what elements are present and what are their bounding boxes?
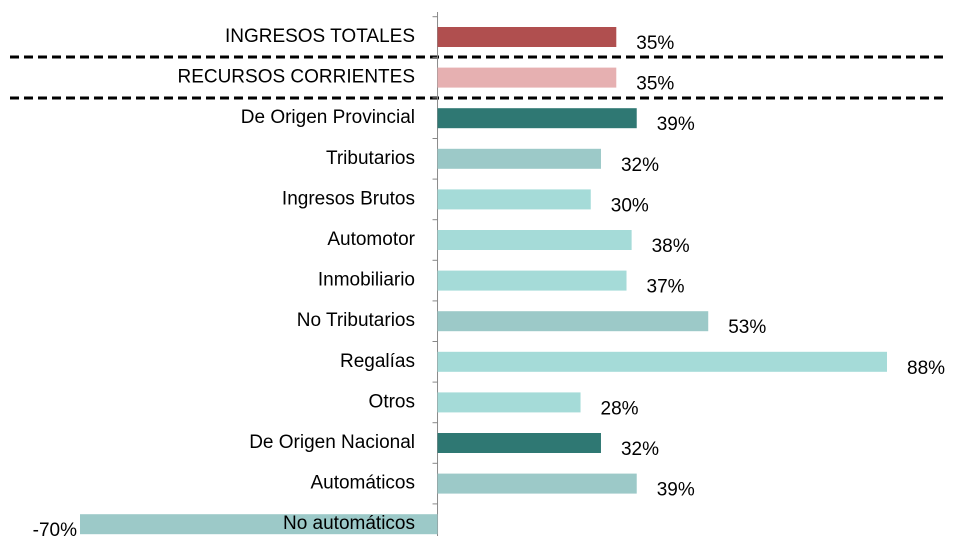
bar	[80, 514, 438, 535]
category-label: Regalías	[340, 351, 415, 372]
bar	[437, 108, 637, 129]
category-label: INGRESOS TOTALES	[225, 26, 415, 47]
category-label: Inmobiliario	[318, 270, 415, 291]
value-label: -70%	[33, 520, 77, 536]
value-label: 32%	[621, 439, 659, 460]
value-label: 30%	[611, 195, 649, 216]
bar	[437, 433, 601, 453]
category-label: Ingresos Brutos	[282, 188, 415, 209]
category-label: No Tributarios	[297, 310, 415, 331]
category-label: Otros	[369, 391, 415, 412]
bar	[437, 148, 601, 169]
value-label: 35%	[636, 74, 674, 95]
value-label: 35%	[636, 33, 674, 54]
category-label: RECURSOS CORRIENTES	[177, 67, 415, 88]
category-label: No automáticos	[283, 513, 415, 534]
value-label: 39%	[657, 114, 695, 135]
category-label: Automáticos	[310, 473, 415, 494]
bar	[437, 189, 591, 210]
value-label: 32%	[621, 155, 659, 176]
value-label: 53%	[728, 317, 766, 338]
value-label: 37%	[647, 277, 685, 298]
bar	[437, 473, 637, 494]
category-label: Automotor	[327, 229, 415, 250]
value-label: 39%	[657, 480, 695, 501]
bar	[437, 351, 887, 372]
bar	[437, 392, 581, 413]
bar	[437, 230, 632, 250]
bar	[437, 67, 617, 88]
value-label: 28%	[601, 398, 639, 419]
value-label: 88%	[907, 358, 945, 379]
category-label: De Origen Provincial	[241, 107, 415, 128]
category-label: De Origen Nacional	[249, 432, 415, 453]
bar	[437, 270, 627, 291]
bar	[437, 27, 617, 47]
bar	[437, 311, 709, 332]
category-label: Tributarios	[326, 148, 415, 169]
value-label: 38%	[652, 236, 690, 257]
